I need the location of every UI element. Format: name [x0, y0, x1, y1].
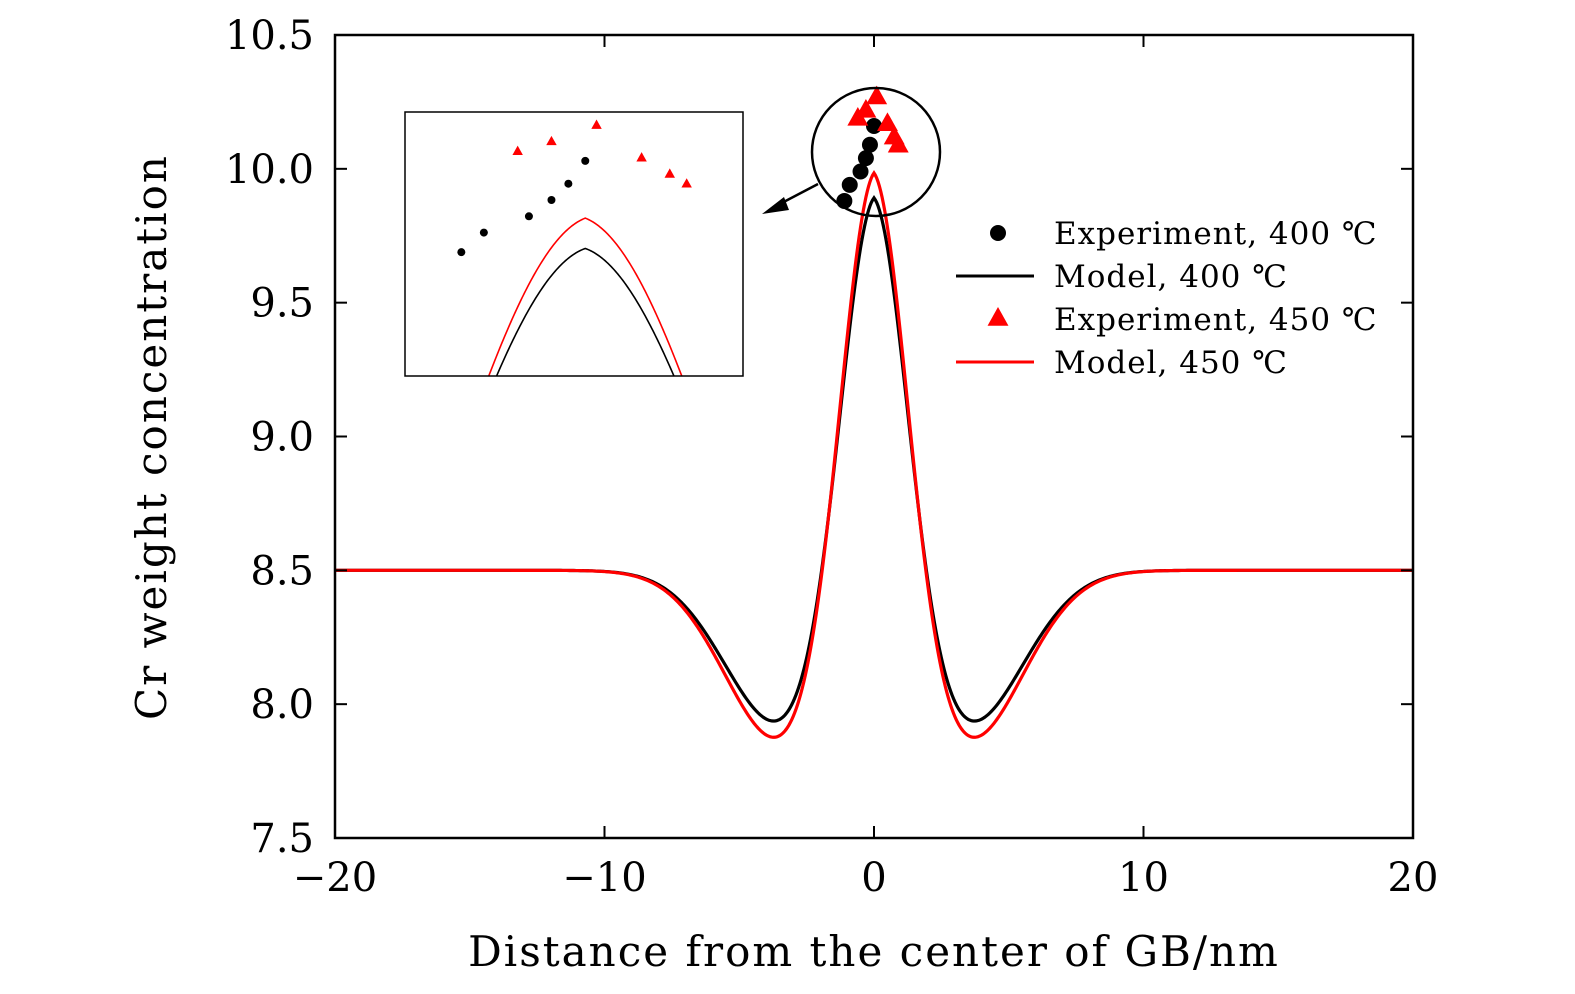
y-tick-label: 9.5: [250, 281, 314, 327]
series-line-3: [335, 169, 1413, 739]
y-axis-title: Cr weight concentration: [127, 154, 176, 720]
y-tick-label: 10.5: [225, 13, 314, 59]
inset-data-point: [681, 178, 692, 188]
inset-data-point: [636, 152, 647, 162]
x-tick-label: 20: [1388, 855, 1439, 901]
y-tick-label: 8.5: [250, 548, 314, 594]
highlight-circle: [810, 86, 942, 218]
data-point: [855, 98, 877, 118]
legend-label: Experiment, 400 ℃: [1054, 216, 1378, 252]
legend-marker-circle: [990, 225, 1006, 241]
data-point: [877, 112, 898, 132]
x-tick-label: −20: [293, 855, 377, 901]
y-tick-label: 10.0: [225, 147, 314, 193]
data-point: [887, 133, 909, 153]
inset-data-point: [457, 248, 466, 257]
data-point: [866, 85, 888, 105]
x-axis-title: Distance from the center of GB/nm: [468, 927, 1280, 976]
y-tick-label: 7.5: [250, 816, 314, 862]
x-tick-label: 10: [1118, 855, 1169, 901]
legend-label: Model, 400 ℃: [1054, 259, 1288, 295]
inset-data-point: [546, 135, 557, 146]
inset-data-point: [547, 196, 556, 204]
inset-data-point: [664, 168, 675, 178]
inset-data-point: [591, 119, 602, 129]
data-point: [866, 118, 882, 135]
legend-label: Experiment, 450 ℃: [1054, 302, 1378, 338]
inset-frame: [404, 111, 744, 377]
inset-data-point: [581, 156, 590, 165]
inset-plot: [457, 119, 692, 376]
y-tick-label: 9.0: [250, 415, 314, 461]
y-tick-label: 8.0: [250, 682, 314, 728]
inset-series-line-1: [495, 247, 675, 376]
x-tick-label: 0: [861, 855, 886, 901]
inset-data-point: [512, 145, 523, 155]
inset-data-point: [479, 228, 488, 237]
inset-data-point: [564, 179, 573, 188]
data-point: [861, 136, 878, 153]
data-point: [852, 163, 869, 180]
legend-marker-triangle: [987, 307, 1009, 326]
inset-data-point: [524, 212, 533, 221]
inset-series-line-3: [487, 217, 683, 376]
data-point: [841, 176, 858, 193]
inset-background: [405, 112, 743, 376]
data-point: [857, 150, 874, 167]
legend-label: Model, 450 ℃: [1054, 345, 1288, 381]
x-tick-label: −10: [562, 855, 646, 901]
inset-arrow-head: [762, 197, 789, 214]
